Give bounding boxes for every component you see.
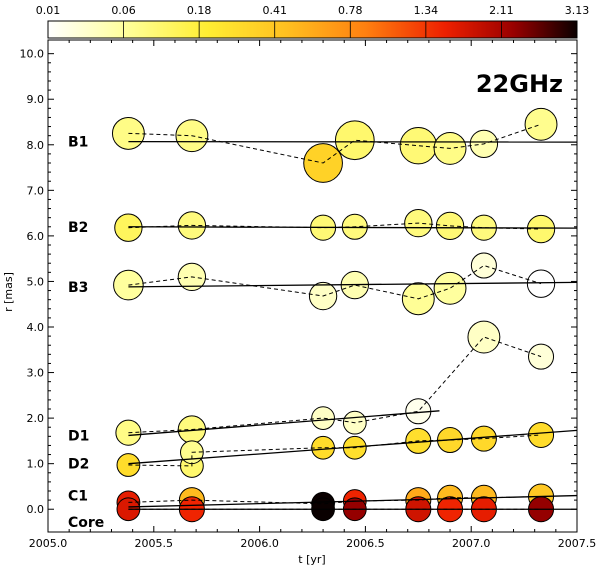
y-tick-label: 2.0 <box>27 412 45 425</box>
component-d1-point <box>529 344 554 369</box>
component-b1-point <box>400 127 436 163</box>
component-b3-label: B3 <box>68 280 88 296</box>
component-b3-point <box>471 253 496 278</box>
component-d1-fit <box>128 411 439 436</box>
component-d1-label: D1 <box>68 428 89 444</box>
x-tick-label: 2007.5 <box>558 537 597 550</box>
x-tick-label: 2006.5 <box>346 537 385 550</box>
x-tick-label: 2007.0 <box>452 537 491 550</box>
y-tick-label: 8.0 <box>27 139 45 152</box>
component-core-label: Core <box>68 515 104 531</box>
component-d2-point <box>529 422 554 447</box>
component-b1-point <box>335 121 374 160</box>
component-d1-point <box>468 321 500 353</box>
colorbar-tick-label: 1.34 <box>414 4 439 17</box>
component-b3-point <box>527 270 554 297</box>
x-tick-label: 2005.0 <box>29 537 68 550</box>
y-tick-label: 0.0 <box>27 503 45 516</box>
colorbar-tick-label: 3.13 <box>565 4 590 17</box>
colorbar-tick-label: 0.78 <box>338 4 363 17</box>
y-tick-label: 3.0 <box>27 367 45 380</box>
x-tick-label: 2005.5 <box>135 537 174 550</box>
plot-area: 0.0 1.0 2.0 3.0 4.0 5.0 6.0 7.0 8.0 9.0 10.0 2005.0… <box>20 40 597 550</box>
y-tick-label: 1.0 <box>27 458 45 471</box>
y-tick-label: 4.0 <box>27 321 45 334</box>
colorbar-tick-label: 0.41 <box>262 4 287 17</box>
colorbar-tick-label: 0.06 <box>111 4 136 17</box>
y-tick-label: 7.0 <box>27 184 45 197</box>
component-b2-label: B2 <box>68 220 88 236</box>
colorbar-gradient <box>48 21 577 38</box>
y-tick-label: 6.0 <box>27 230 45 243</box>
component-d2-point <box>312 436 335 459</box>
colorbar: 0.01 0.06 0.18 0.41 0.78 1.34 2.11 3.13 <box>36 4 590 38</box>
component-b2-point <box>436 212 463 239</box>
colorbar-tick-label: 0.01 <box>36 4 61 17</box>
colorbar-tick-label: 2.11 <box>489 4 514 17</box>
component-c1-label: C1 <box>68 489 88 505</box>
x-axis-label: t [yr] <box>298 553 325 566</box>
component-b3-point <box>434 272 466 304</box>
x-tick-label: 2006.0 <box>240 537 279 550</box>
y-tick-label: 10.0 <box>20 48 45 61</box>
component-b1-point <box>525 108 557 140</box>
component-d2-label: D2 <box>68 457 89 473</box>
y-tick-label: 5.0 <box>27 275 45 288</box>
component-d1-point <box>312 407 335 430</box>
y-tick-label: 9.0 <box>27 93 45 106</box>
y-axis-label: r [mas] <box>2 272 15 312</box>
component-b1-label: B1 <box>68 135 88 151</box>
component-b2-point <box>527 215 554 242</box>
colorbar-tick-label: 0.18 <box>187 4 212 17</box>
chart-title: 22GHz <box>476 70 563 98</box>
